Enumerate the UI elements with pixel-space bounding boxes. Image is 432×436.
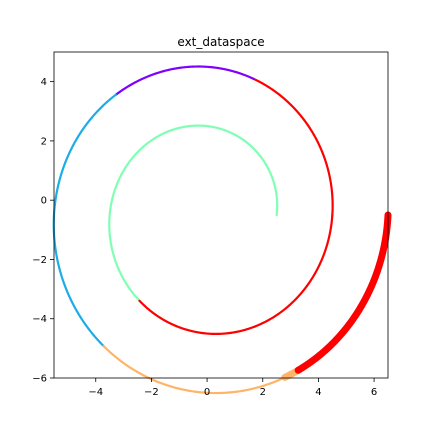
y-tick-label: 0: [41, 196, 47, 207]
x-tick-label: 4: [315, 387, 321, 398]
x-tick-label: 2: [260, 387, 266, 398]
y-tick-label: 4: [41, 77, 47, 88]
spiral-segment-3: [252, 77, 334, 217]
x-tick-label: −4: [88, 387, 103, 398]
spiral-segment-8: [294, 211, 392, 374]
spiral-segment-6: [102, 345, 286, 395]
y-tick-label: −4: [32, 314, 47, 325]
y-tick-label: −2: [32, 255, 47, 266]
x-tick-label: 6: [371, 387, 377, 398]
y-tick-label: 2: [41, 136, 47, 147]
y-tick-label: −6: [32, 374, 47, 385]
spiral-segment-4: [114, 65, 255, 96]
y-axis: 4 2 0 −2 −4 −6: [32, 77, 54, 385]
x-tick-label: −2: [144, 387, 159, 398]
x-axis: −4 −2 0 2 4 6: [88, 378, 377, 398]
spiral-segment-2: [138, 213, 334, 336]
plot-area: −4 −2 0 2 4 6 4 2 0 −2 −4 −6: [32, 51, 392, 398]
spiral-segment-1: [108, 124, 279, 302]
axes-frame: [53, 51, 389, 379]
x-tick-label: 0: [204, 387, 210, 398]
chart-title: ext_dataspace: [177, 35, 264, 49]
